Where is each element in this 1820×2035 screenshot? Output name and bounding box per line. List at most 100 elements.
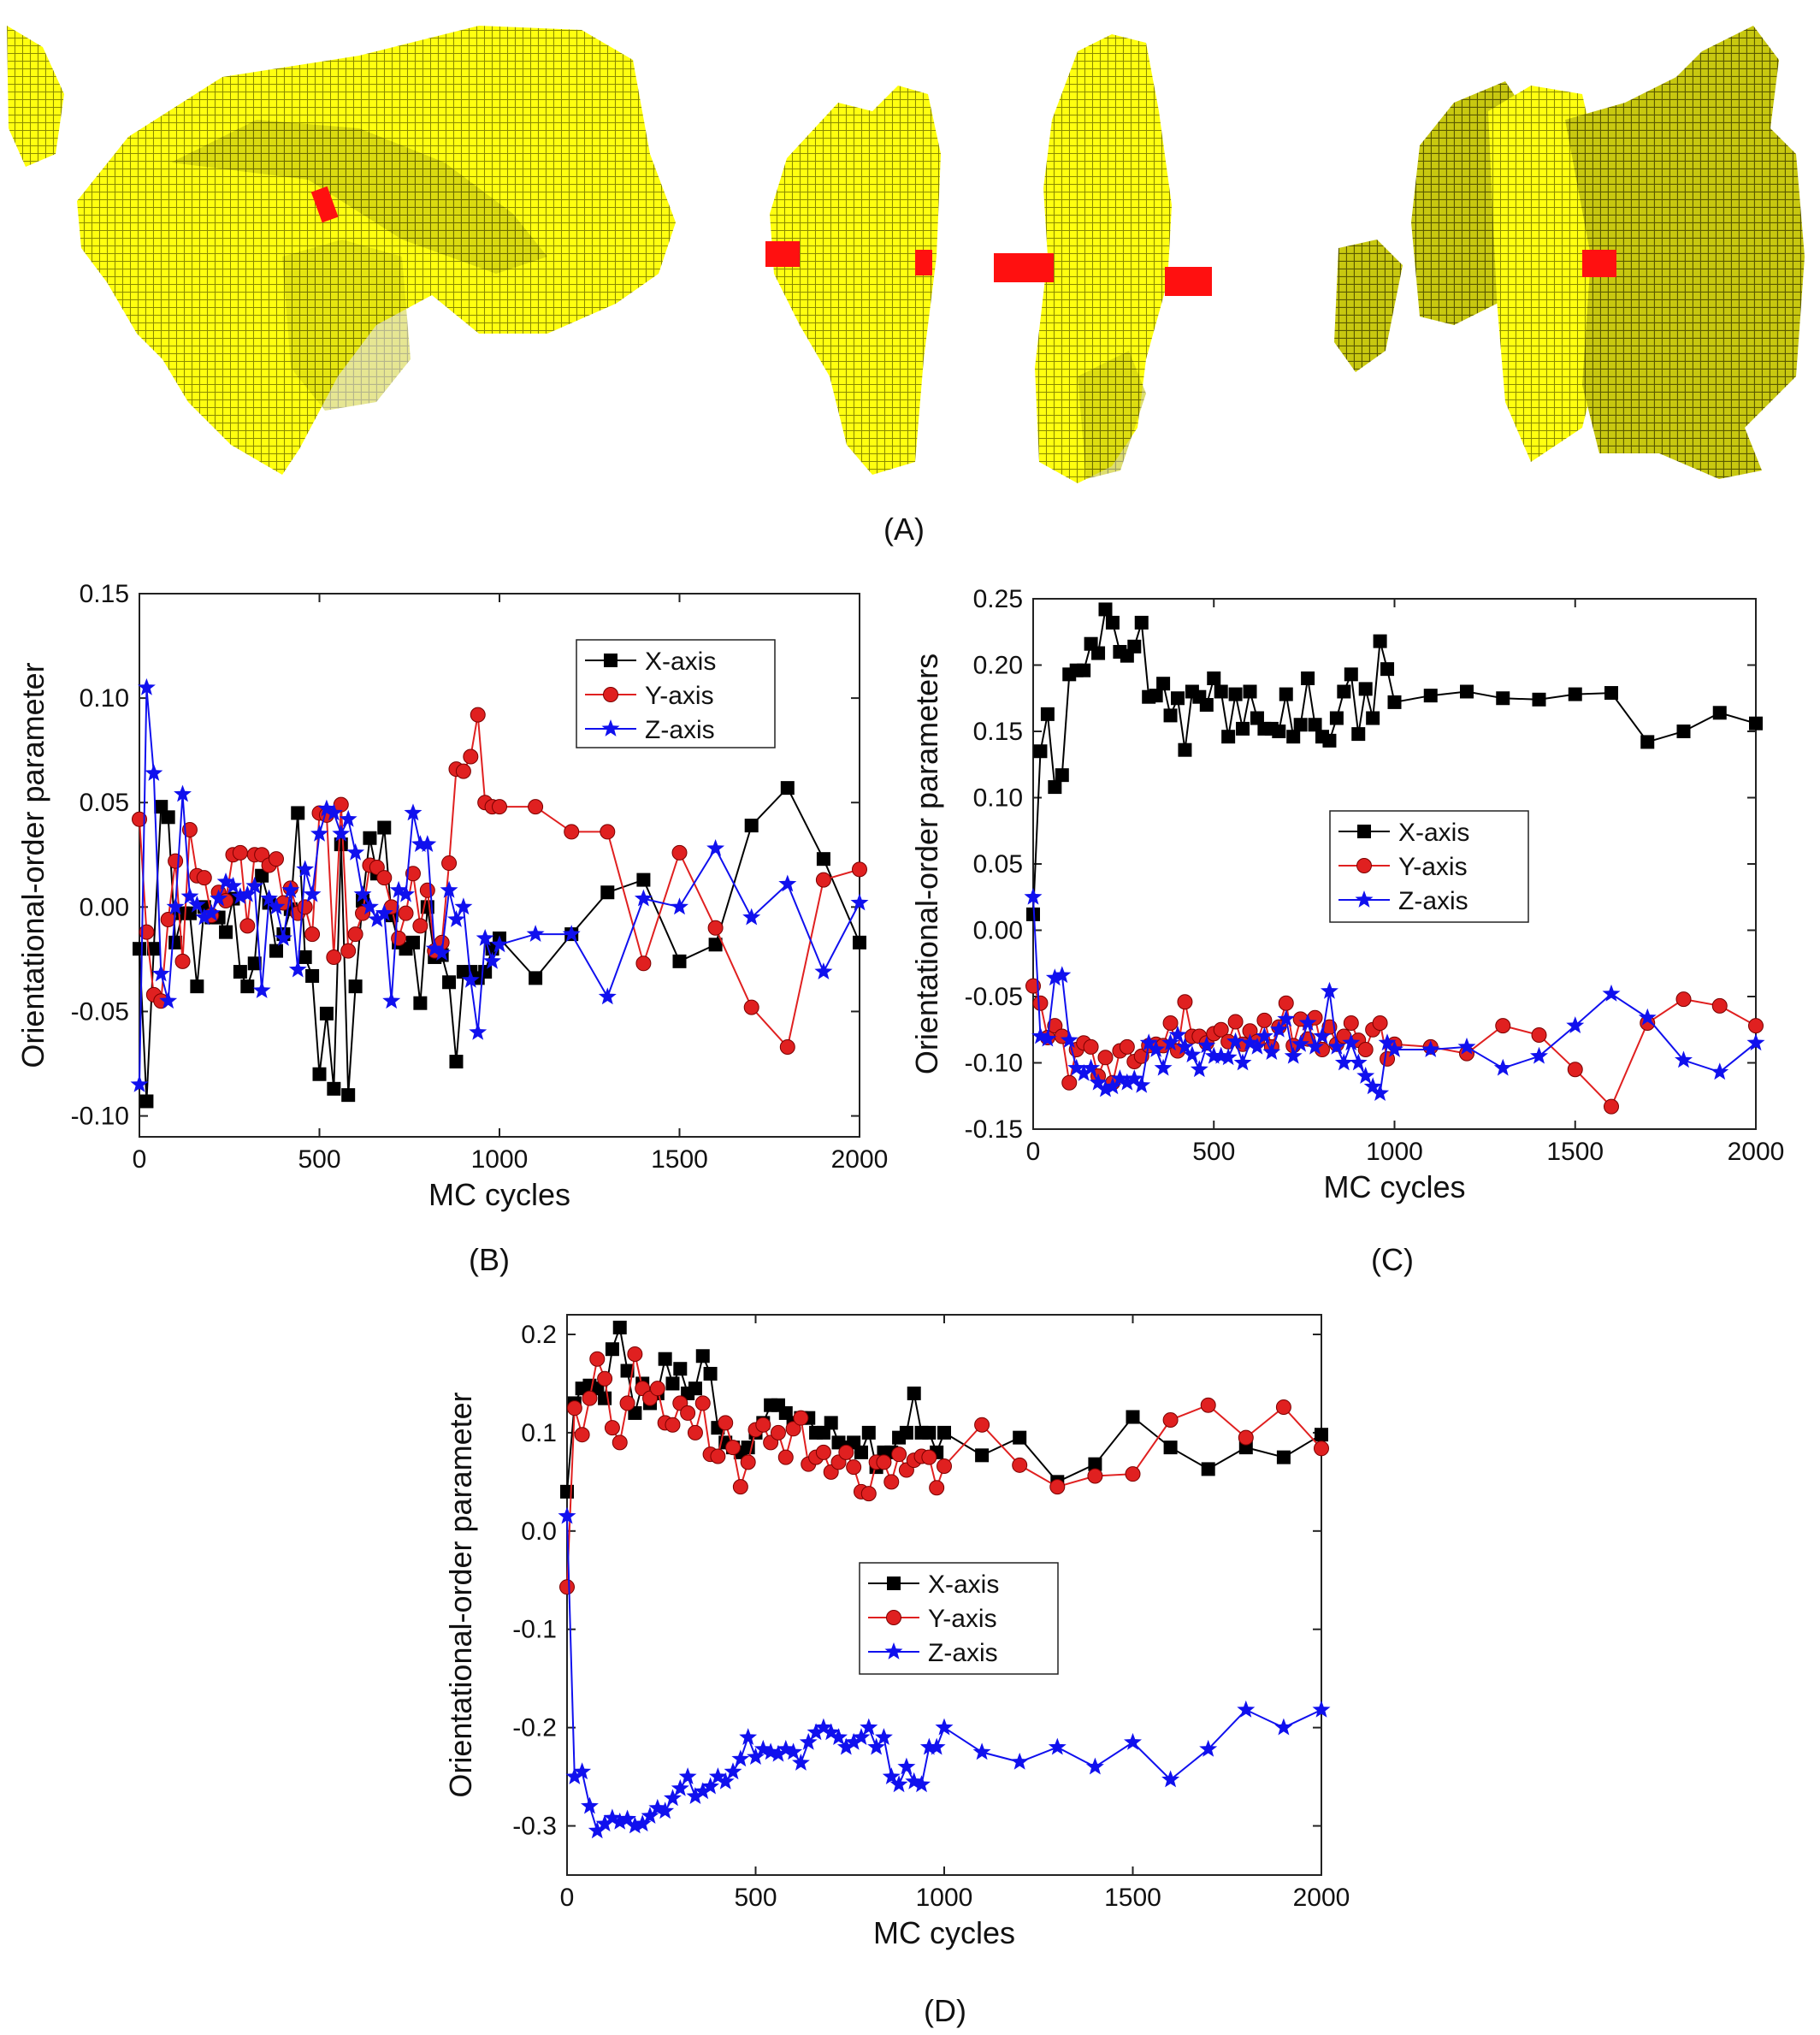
data-point [419, 882, 435, 898]
data-point [1105, 615, 1120, 630]
data-point [815, 872, 831, 888]
data-point [1228, 687, 1243, 701]
data-point [138, 677, 156, 695]
data-point [1139, 1033, 1158, 1051]
data-point [196, 870, 212, 886]
data-point [146, 942, 161, 956]
data-point [1343, 1015, 1359, 1031]
data-point [792, 1754, 810, 1771]
data-point [1255, 1026, 1273, 1044]
data-point [605, 1342, 619, 1357]
data-point [174, 784, 192, 802]
data-point [739, 1728, 758, 1745]
data-point [744, 819, 759, 833]
data-point [598, 987, 617, 1005]
data-point [334, 837, 348, 852]
pore-channel-left [310, 186, 339, 223]
data-point [1190, 1060, 1208, 1078]
data-point [1460, 684, 1474, 699]
data-point [1604, 1098, 1619, 1115]
data-point [317, 799, 336, 817]
data-point [1088, 1457, 1102, 1471]
data-point [526, 925, 545, 942]
legend-label: Z-axis [645, 716, 715, 744]
data-point [974, 1417, 990, 1433]
data-point [641, 1807, 659, 1824]
data-point [603, 1808, 622, 1826]
data-point [836, 1737, 855, 1755]
data-point [1097, 1050, 1114, 1066]
data-point [816, 852, 830, 867]
data-point [1221, 730, 1236, 744]
data-point [777, 1739, 795, 1757]
data-point [168, 853, 184, 869]
data-point [447, 910, 465, 927]
legend-label: Y-axis [928, 1605, 997, 1633]
data-point [822, 1723, 841, 1741]
data-point [625, 1816, 644, 1834]
data-point [665, 1376, 680, 1391]
series-y-axis [132, 707, 867, 1055]
legend-marker [604, 654, 618, 667]
data-point [1291, 1034, 1310, 1052]
data-point [232, 844, 248, 861]
data-point [319, 1006, 334, 1020]
x-tick-label: 500 [1192, 1138, 1235, 1166]
data-point [1077, 663, 1091, 677]
data-point [975, 1448, 990, 1463]
data-point [852, 861, 867, 878]
data-point [883, 1474, 900, 1490]
data-point [1568, 687, 1582, 701]
legend-marker [1355, 890, 1374, 908]
data-point [339, 809, 358, 827]
y-tick-label: -0.1 [512, 1616, 557, 1644]
data-point [814, 1718, 833, 1736]
data-point [694, 1782, 712, 1800]
data-point [1125, 1466, 1141, 1482]
data-point [1711, 1062, 1729, 1080]
data-point [1566, 1016, 1585, 1033]
data-point [753, 1739, 772, 1757]
data-point [376, 870, 393, 886]
data-point [1171, 691, 1185, 706]
data-point [180, 887, 199, 904]
data-point [267, 897, 286, 915]
y-tick-label: 0.05 [80, 789, 129, 817]
data-point [725, 1440, 742, 1456]
x-tick-label: 1000 [916, 1884, 973, 1912]
data-point [671, 1778, 689, 1796]
data-point [627, 1346, 643, 1362]
data-point [566, 1400, 582, 1417]
data-point [1421, 1040, 1440, 1057]
data-point [598, 1391, 612, 1405]
data-point [154, 800, 168, 814]
data-point [671, 897, 688, 915]
data-point [1256, 1012, 1273, 1028]
data-point [1262, 1043, 1281, 1060]
data-point [1298, 1014, 1317, 1031]
series-x-axis [1026, 602, 1763, 921]
data-point [710, 1448, 726, 1464]
data-point [595, 1814, 614, 1832]
legend: X-axis Y-axis Z-axis [576, 639, 776, 748]
data-point [260, 889, 278, 907]
x-tick-label: 2000 [1728, 1138, 1785, 1166]
data-point [807, 1723, 825, 1741]
data-point [529, 971, 543, 985]
data-point [1032, 995, 1049, 1011]
data-point [846, 1459, 862, 1476]
data-point [382, 991, 401, 1009]
data-point [1312, 1700, 1331, 1718]
data-point [174, 953, 191, 969]
data-point [1110, 1069, 1129, 1086]
data-point [929, 1480, 945, 1496]
data-point [1207, 671, 1221, 685]
x-tick-label: 500 [734, 1884, 777, 1912]
data-point [1372, 1015, 1388, 1031]
data-point [769, 1744, 788, 1762]
legend-marker [886, 1610, 901, 1625]
data-point [1269, 1020, 1288, 1038]
data-point [1457, 1037, 1476, 1055]
data-point [1567, 1062, 1583, 1078]
